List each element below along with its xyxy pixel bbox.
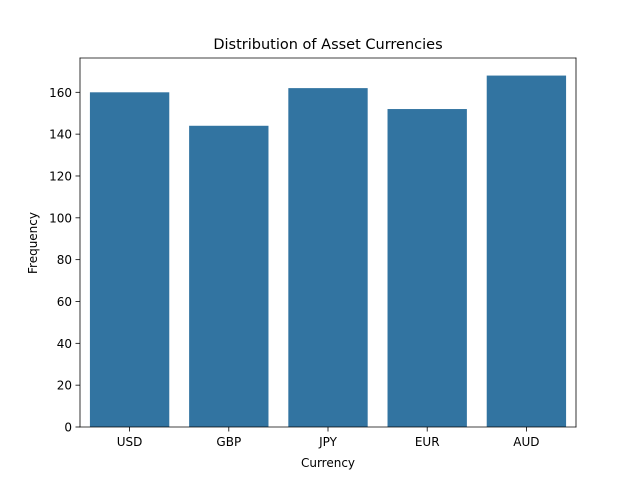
- y-tick-label: 160: [49, 86, 72, 100]
- axes-frame: [79, 57, 577, 428]
- x-tick-label: GBP: [216, 435, 241, 449]
- bars-layer: [89, 75, 567, 428]
- x-axis-ticks: USD GBP JPY EUR AUD: [117, 427, 540, 449]
- bar-aud: [486, 75, 567, 428]
- x-tick-label: USD: [117, 435, 143, 449]
- y-tick-label: 20: [57, 379, 72, 393]
- y-tick-label: 100: [49, 211, 72, 225]
- x-tick-label: AUD: [513, 435, 539, 449]
- y-axis-ticks: 0 20 40 60 80 100 120 140 160: [49, 86, 80, 435]
- y-tick-label: 140: [49, 128, 72, 142]
- y-tick-label: 80: [57, 253, 72, 267]
- bar-eur: [387, 109, 467, 427]
- y-tick-label: 40: [57, 337, 72, 351]
- x-tick-label: JPY: [318, 435, 338, 449]
- x-axis-label: Currency: [301, 456, 355, 470]
- y-tick-label: 0: [64, 421, 72, 435]
- bar-jpy: [288, 88, 368, 428]
- y-axis-label: Frequency: [26, 212, 40, 274]
- bar-gbp: [189, 125, 269, 427]
- x-tick-label: EUR: [415, 435, 440, 449]
- chart-title: Distribution of Asset Currencies: [213, 37, 442, 53]
- y-tick-label: 120: [49, 169, 72, 183]
- bar-usd: [89, 92, 170, 427]
- y-tick-label: 60: [57, 295, 72, 309]
